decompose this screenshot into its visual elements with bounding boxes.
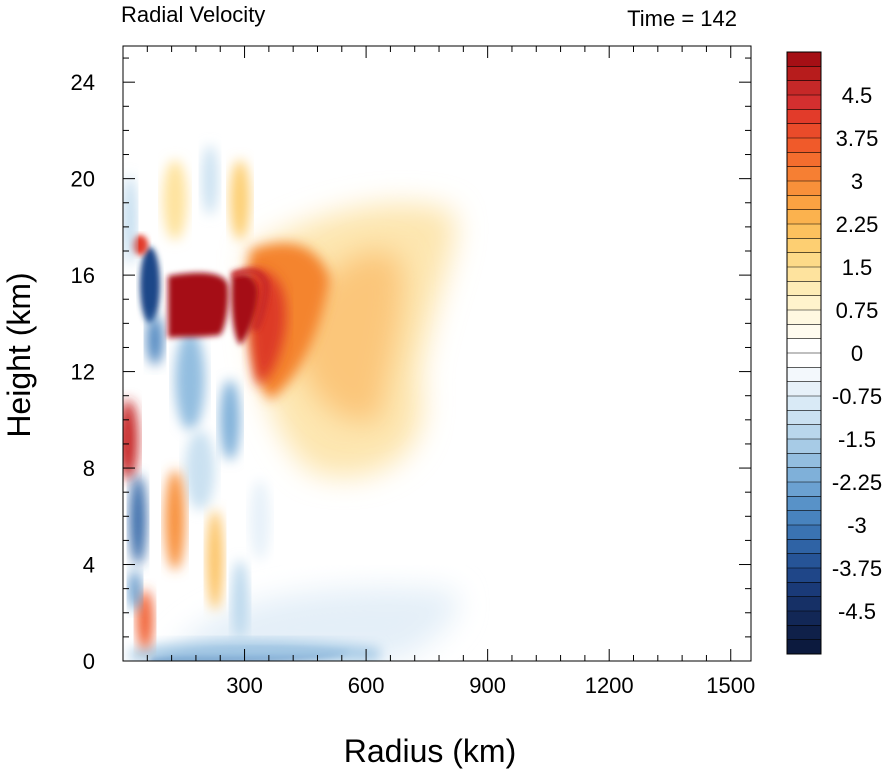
- y-tick-label: 20: [71, 167, 95, 192]
- colorbar-swatch: [787, 424, 821, 440]
- colorbar-swatch: [787, 496, 821, 511]
- x-tick-label: 1200: [585, 673, 634, 698]
- x-tick-label: 1500: [706, 673, 755, 698]
- colorbar-label: -2.25: [832, 470, 882, 495]
- title-right: Time = 142: [627, 6, 737, 31]
- colorbar-swatch: [787, 353, 821, 368]
- colorbar-swatch: [787, 582, 821, 597]
- colorbar-label: 4.5: [842, 83, 873, 108]
- y-tick-label: 4: [83, 553, 95, 578]
- colorbar-swatch: [787, 310, 821, 325]
- colorbar-swatch: [787, 209, 821, 225]
- colorbar-swatch: [787, 267, 821, 282]
- colorbar-swatch: [787, 367, 821, 382]
- x-tick-label: 900: [469, 673, 506, 698]
- plot-frame: [122, 45, 752, 662]
- colorbar-swatch: [787, 396, 821, 411]
- colorbar-swatch: [787, 568, 821, 583]
- colorbar-swatch: [787, 166, 821, 182]
- colorbar-swatch: [787, 410, 821, 425]
- colorbar-swatch: [787, 181, 821, 196]
- colorbar-swatch: [787, 295, 821, 311]
- colorbar: 4.5 3.75 3 2.25 1.5 0.75 0 -0.75 -1.5 -2.25 -3 -3.7…: [786, 51, 882, 655]
- colorbar-label: -0.75: [832, 384, 882, 409]
- colorbar-label: 0.75: [836, 298, 879, 323]
- colorbar-label: -3: [847, 513, 867, 538]
- colorbar-swatch: [787, 224, 821, 239]
- colorbar-swatch: [787, 195, 821, 210]
- colorbar-swatch: [787, 525, 821, 540]
- title-left: Radial Velocity: [121, 2, 265, 27]
- y-tick-label: 16: [71, 263, 95, 288]
- colorbar-label: -3.75: [832, 556, 882, 581]
- colorbar-swatch: [787, 381, 821, 397]
- x-axis-label: Radius (km): [344, 733, 516, 769]
- y-axis-label: Height (km): [1, 272, 37, 437]
- y-tick-label: 0: [83, 649, 95, 674]
- x-tick-label: 300: [226, 673, 263, 698]
- colorbar-swatch: [787, 611, 821, 626]
- colorbar-swatch: [787, 439, 821, 454]
- colorbar-label: -4.5: [838, 599, 876, 624]
- colorbar-swatch: [787, 123, 821, 139]
- colorbar-label: 3: [851, 169, 863, 194]
- colorbar-label: 0: [851, 341, 863, 366]
- colorbar-swatch: [787, 338, 821, 354]
- colorbar-swatch: [787, 625, 821, 640]
- x-ticks: 300 600 900 1200 1500: [146, 46, 755, 698]
- colorbar-label: -1.5: [838, 427, 876, 452]
- colorbar-swatch: [787, 95, 821, 110]
- colorbar-swatch: [787, 324, 821, 339]
- colorbar-swatch: [787, 66, 821, 81]
- colorbar-swatch: [787, 109, 821, 124]
- colorbar-swatch: [787, 80, 821, 96]
- colorbar-swatch: [787, 281, 821, 296]
- colorbar-label: 2.25: [836, 212, 879, 237]
- colorbar-swatch: [787, 252, 821, 268]
- y-tick-label: 12: [71, 360, 95, 385]
- colorbar-swatch: [787, 639, 821, 655]
- colorbar-swatch: [787, 539, 821, 554]
- colorbar-swatch: [787, 52, 821, 67]
- x-tick-label: 600: [348, 673, 385, 698]
- colorbar-swatch: [787, 238, 821, 253]
- colorbar-swatch: [787, 453, 821, 468]
- colorbar-swatch: [787, 510, 821, 526]
- colorbar-label: 3.75: [836, 126, 879, 151]
- y-tick-label: 24: [71, 70, 95, 95]
- colorbar-swatch: [787, 596, 821, 612]
- colorbar-swatch: [787, 482, 821, 497]
- colorbar-swatch: [787, 152, 821, 167]
- colorbar-frame: [786, 51, 822, 655]
- y-tick-label: 8: [83, 456, 95, 481]
- colorbar-swatch: [787, 553, 821, 569]
- heatmap-field: [123, 145, 459, 661]
- colorbar-swatch: [787, 138, 821, 153]
- colorbar-label: 1.5: [842, 255, 873, 280]
- y-ticks: 0 4 8 12 16 20 24: [71, 57, 751, 674]
- colorbar-swatch: [787, 467, 821, 483]
